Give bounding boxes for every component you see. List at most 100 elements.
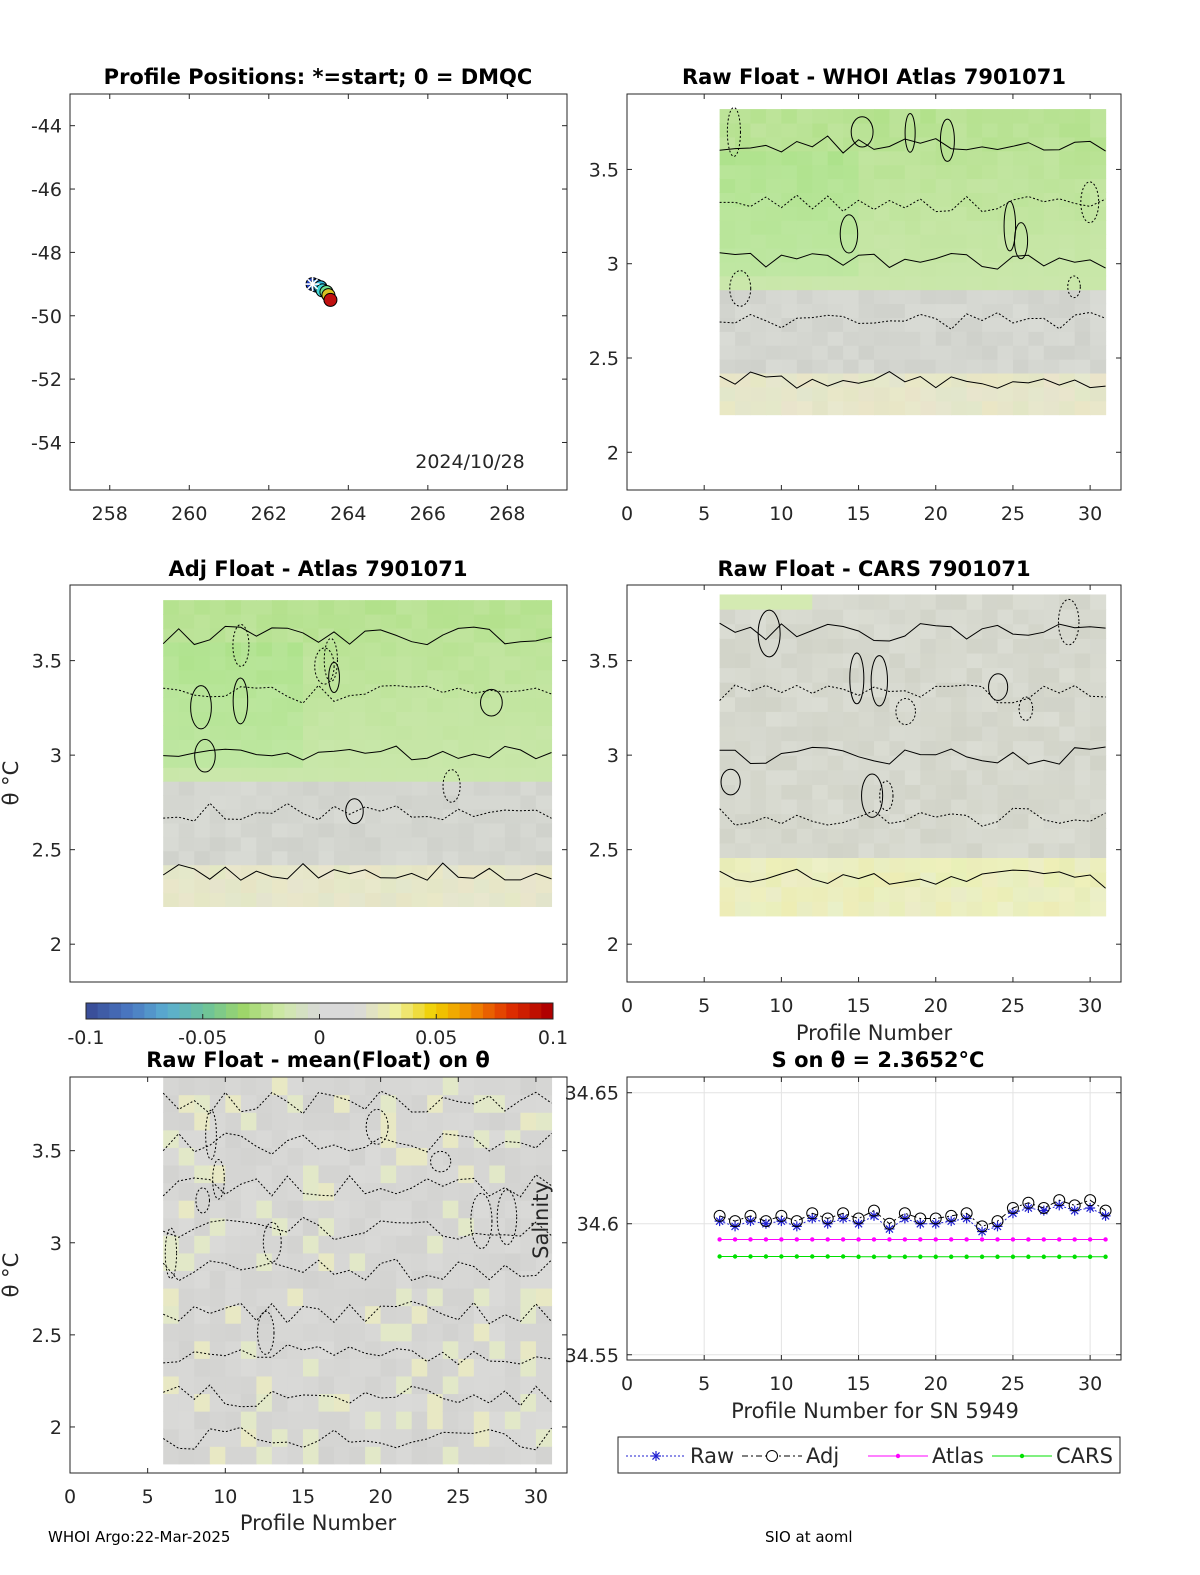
heatmap-cell (396, 697, 413, 713)
heatmap-cell (1012, 247, 1029, 263)
y-tick-label: 3.5 (32, 651, 62, 673)
heatmap-cell (442, 697, 459, 713)
heatmap-cell (1012, 206, 1029, 221)
heatmap-cell (489, 1094, 506, 1113)
colorbar-tick-label: 0.05 (415, 1027, 457, 1049)
heatmap-cell (1012, 109, 1029, 124)
heatmap-cell (396, 1077, 413, 1096)
heatmap-cell (1074, 638, 1091, 654)
heatmap-cell (765, 842, 782, 859)
heatmap-cell (427, 808, 444, 824)
heatmap-cell (489, 781, 506, 796)
heatmap-cell (1043, 798, 1060, 815)
heatmap-cell (396, 1129, 413, 1148)
heatmap-cell (1090, 755, 1107, 771)
colorbar-swatch (412, 1003, 426, 1019)
heatmap-cell (380, 1375, 397, 1395)
heatmap-cell (271, 641, 289, 657)
heatmap-cell (535, 1129, 553, 1148)
heatmap-cell (240, 600, 257, 615)
heatmap-cell (302, 1375, 320, 1395)
heatmap-cell (194, 669, 211, 685)
heatmap-cell (442, 641, 459, 657)
heatmap-cell (163, 1129, 180, 1148)
heatmap-cell (750, 386, 767, 402)
heatmap-cell (396, 600, 413, 615)
heatmap-cell (750, 725, 767, 742)
heatmap-cell (1028, 192, 1045, 207)
heatmap-cell (858, 886, 875, 902)
heatmap-cell (318, 781, 335, 796)
heatmap-cell (427, 627, 444, 643)
heatmap-cell (287, 1129, 304, 1148)
heatmap-cell (504, 655, 522, 671)
heatmap-cell (225, 808, 242, 824)
contour-loop (1057, 598, 1080, 646)
heatmap-cell (951, 317, 968, 332)
heatmap-cell (1043, 122, 1060, 138)
heatmap-cell (997, 594, 1014, 610)
heatmap-cell (796, 372, 813, 388)
cars-point (995, 1254, 1000, 1259)
heatmap-cell (349, 627, 366, 643)
heatmap-cell (225, 878, 242, 894)
heatmap-cell (396, 683, 413, 699)
cars-point (964, 1254, 969, 1259)
heatmap-cell (1043, 136, 1060, 152)
heatmap-cell (1012, 784, 1029, 800)
heatmap-cell (365, 641, 382, 657)
y-tick-label: -52 (31, 369, 62, 391)
heatmap-cell (178, 739, 195, 754)
heatmap-cell (365, 1077, 382, 1096)
y-tick-label: 34.65 (565, 1083, 619, 1105)
heatmap-cell (473, 711, 490, 727)
heatmap-cell (1059, 150, 1076, 166)
heatmap-cell (858, 109, 875, 124)
heatmap-cell (781, 317, 798, 332)
heatmap-cell (520, 669, 537, 685)
heatmap-cell (163, 1200, 180, 1219)
heatmap-cell (396, 1094, 413, 1113)
contour-line (162, 1090, 552, 1115)
heatmap-cell (951, 769, 968, 785)
heatmap-cell (225, 1393, 242, 1412)
heatmap-cell (874, 178, 891, 193)
heatmap-cell (334, 627, 351, 643)
heatmap-cell (935, 261, 952, 277)
heatmap-cell (951, 247, 968, 263)
heatmap-cell (256, 1305, 273, 1324)
heatmap-cell (256, 1094, 273, 1113)
contour-loop (988, 673, 1009, 701)
heatmap-cell (458, 1200, 475, 1219)
colorbar-tick-label: -0.05 (178, 1027, 227, 1049)
heatmap-cell (256, 1112, 273, 1131)
heatmap-cell (240, 795, 257, 810)
heatmap-cell (765, 122, 782, 138)
colorbar-swatch (541, 1003, 554, 1019)
heatmap-cell (750, 372, 767, 388)
heatmap-cell (411, 1094, 428, 1113)
heatmap-cell (904, 192, 921, 207)
heatmap-cell (489, 1411, 506, 1430)
heatmap-cell (1012, 798, 1029, 815)
heatmap-cell (889, 798, 906, 815)
heatmap-cell (209, 641, 226, 657)
heatmap-cell (935, 192, 952, 207)
heatmap-cell (240, 822, 257, 838)
heatmap-cell (982, 886, 999, 902)
heatmap-cell (1012, 872, 1029, 888)
heatmap-cell (719, 682, 736, 698)
heatmap-cell (442, 711, 459, 727)
colorbar-swatch (214, 1003, 227, 1019)
heatmap-cell (750, 359, 767, 374)
heatmap-cell (1012, 594, 1029, 610)
heatmap-cell (240, 669, 257, 685)
heatmap-cell (966, 769, 983, 785)
contour-loop (212, 1159, 225, 1200)
heatmap-cell (535, 1235, 553, 1254)
heatmap-cell (874, 289, 891, 305)
heatmap-cell (1090, 122, 1107, 138)
heatmap-cell (982, 122, 999, 138)
heatmap-cell (473, 1217, 490, 1236)
heatmap-cell (458, 1252, 475, 1271)
